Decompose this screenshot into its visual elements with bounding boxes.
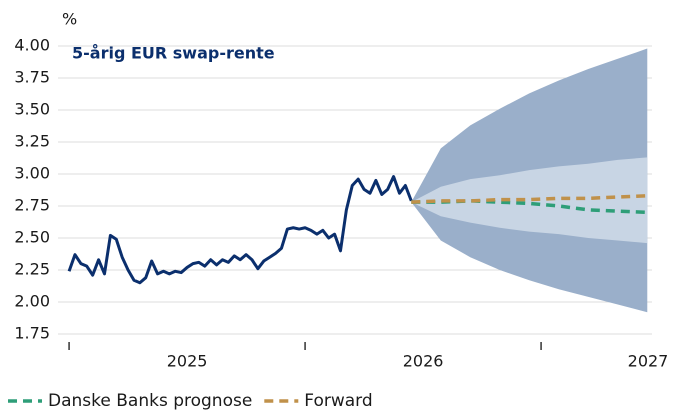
series-line [411, 199, 648, 215]
y-tick-label: 2.50 [14, 228, 50, 247]
forecast-band [411, 157, 648, 244]
x-tick-label: 2026 [403, 352, 444, 371]
y-tick-label: 3.75 [14, 68, 50, 87]
series-line [67, 175, 413, 285]
y-tick-label: 3.50 [14, 100, 50, 119]
y-tick-label: 1.75 [14, 324, 50, 343]
chart-title: 5-årig EUR swap-rente [72, 44, 275, 63]
y-tick-label: 4.00 [14, 36, 50, 55]
y-tick-label: 3.00 [14, 164, 50, 183]
x-tick-label: 2027 [628, 352, 669, 371]
x-tick-label: 2025 [167, 352, 208, 371]
legend-label: Danske Banks prognose [48, 391, 252, 410]
y-tick-label: 2.00 [14, 292, 50, 311]
series-line [411, 194, 648, 204]
legend-label: Forward [304, 391, 372, 410]
y-tick-label: 2.75 [14, 196, 50, 215]
y-tick-label: 3.25 [14, 132, 50, 151]
y-axis-label: % [62, 10, 77, 29]
y-tick-label: 2.25 [14, 260, 50, 279]
